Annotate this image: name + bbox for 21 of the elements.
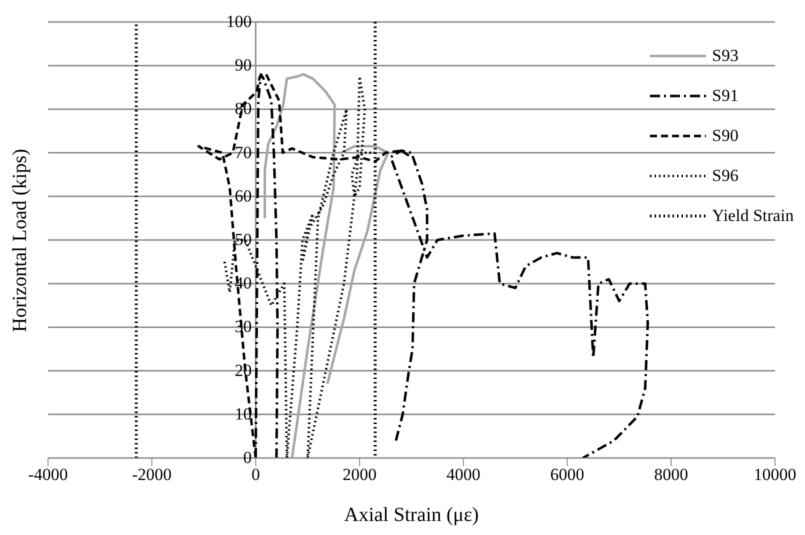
x-axis-title: Axial Strain (με) (343, 504, 480, 527)
x-tick-label: 4000 (446, 465, 480, 484)
legend-label: S93 (712, 46, 738, 66)
y-tick-label: 50 (234, 230, 252, 249)
x-tick-label: 8000 (654, 465, 688, 484)
y-tick-label: 100 (226, 12, 252, 31)
legend-label: S91 (712, 86, 738, 106)
legend-label: Yield Strain (712, 206, 794, 226)
x-tick-label: -4000 (28, 465, 68, 484)
legend-label: S96 (712, 166, 738, 186)
y-tick-label: 90 (234, 56, 252, 75)
y-tick-label: 70 (234, 142, 252, 162)
y-tick-label: 0 (243, 448, 252, 467)
y-tick-label: 60 (234, 186, 252, 206)
y-tick-label: 40 (234, 274, 252, 293)
x-tick-label: -2000 (132, 465, 172, 484)
x-tick-label: 6000 (550, 465, 584, 484)
legend-label: S90 (712, 126, 738, 146)
y-axis-title: Horizontal Load (kips) (10, 148, 32, 332)
x-tick-label: 10000 (754, 465, 796, 484)
x-tick-label: 2000 (342, 465, 377, 484)
